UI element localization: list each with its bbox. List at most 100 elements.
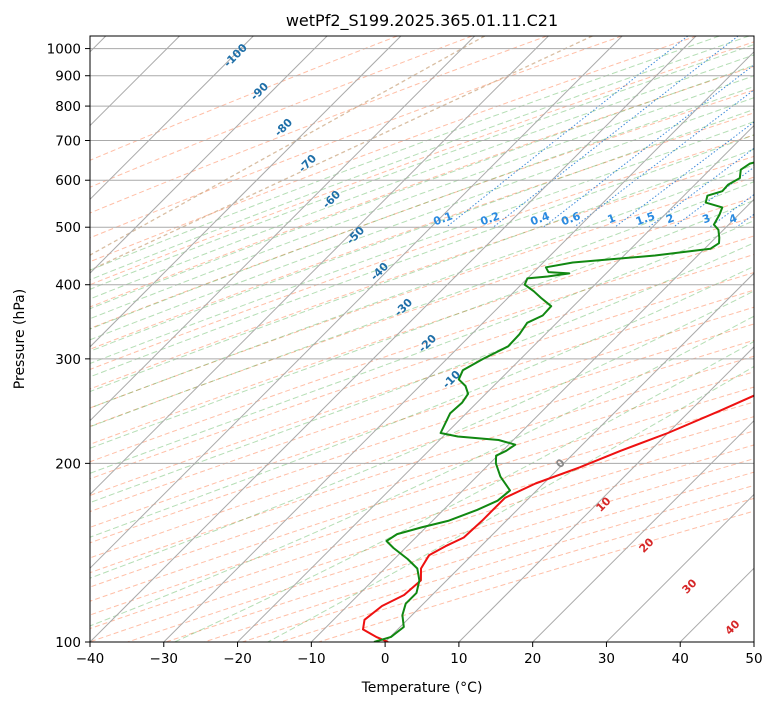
sounding-series (362, 161, 754, 642)
y-axis-label: Pressure (hPa) (12, 289, 28, 389)
mixing-ratio-label: 2 (664, 212, 676, 227)
dry-adiabat (90, 89, 754, 329)
dry-adiabat (280, 497, 754, 642)
reference-curve (90, 36, 593, 271)
x-tick-label: 0 (381, 651, 390, 667)
moist-adiabat (90, 199, 754, 449)
dry-adiabat (127, 444, 754, 642)
dry-adiabat (90, 289, 754, 513)
dry-adiabat-label: -60 (320, 188, 343, 211)
dry-adiabat-label: -30 (392, 296, 415, 319)
dry-adiabat (90, 112, 754, 350)
moist-adiabat (90, 86, 754, 330)
moist-adiabat-label: 10 (594, 494, 614, 514)
y-tick-label: 300 (55, 352, 81, 368)
mixing-ratio-label: 0.1 (432, 209, 455, 228)
mixing-ratio-line (573, 89, 754, 228)
moist-adiabat (90, 36, 720, 271)
mixing-ratio-label: 0.2 (479, 209, 502, 228)
dry-adiabat (90, 41, 754, 286)
moist-adiabat (90, 220, 754, 474)
x-tick-label: 40 (672, 651, 689, 667)
dry-adiabat (90, 416, 754, 630)
x-tick-label: −20 (223, 651, 252, 667)
isotherm (458, 346, 754, 642)
dry-adiabat (90, 371, 754, 588)
isotherm (90, 36, 697, 642)
chart-title: wetPf2_S199.2025.365.01.11.C21 (286, 11, 558, 31)
y-tick-label: 1000 (47, 42, 81, 58)
moist-adiabat (90, 315, 754, 627)
mixing-ratio-label: 1 (606, 212, 618, 227)
dry-adiabat (165, 458, 754, 642)
dry-adiabat (90, 155, 754, 390)
dry-adiabat-label: -20 (416, 332, 439, 355)
moist-adiabat (90, 36, 750, 281)
mixing-ratio-label: 1.5 (634, 209, 657, 228)
moist-adiabat (90, 54, 754, 300)
y-tick-label: 400 (55, 278, 81, 294)
dry-adiabat-label: -80 (272, 116, 295, 139)
isotherm (90, 36, 549, 496)
moist-adiabat (90, 44, 754, 290)
isotherm (90, 36, 254, 201)
temperature-line (362, 394, 754, 642)
dry-adiabat (90, 339, 754, 559)
moist-adiabat-label: 20 (637, 535, 657, 555)
moist-adiabat (90, 97, 754, 341)
x-axis: −40 −30 −20 −10 0 10 20 30 40 50 (76, 642, 763, 667)
isotherm (606, 493, 754, 642)
isotherm (163, 51, 754, 642)
x-tick-label: 50 (745, 651, 762, 667)
dewpoint-line (373, 161, 754, 642)
x-tick-label: −40 (76, 651, 105, 667)
dry-adiabat (90, 36, 697, 263)
moist-adiabat (90, 290, 754, 579)
x-tick-label: 20 (524, 651, 541, 667)
y-tick-label: 500 (55, 220, 81, 236)
x-axis-label: Temperature (°C) (361, 680, 483, 696)
x-tick-label: −10 (297, 651, 326, 667)
isotherm (753, 641, 754, 642)
mixing-ratio-label: 0.4 (529, 209, 552, 228)
dry-adiabat-label: -90 (248, 80, 271, 103)
y-axis: 100 200 300 400 500 600 700 800 900 1000 (47, 42, 90, 651)
dry-adiabat-label: -70 (296, 152, 319, 175)
mixing-ratio-label: 3 (701, 212, 713, 227)
y-tick-label: 800 (55, 99, 81, 115)
x-tick-label: 10 (450, 651, 467, 667)
x-tick-label: −30 (150, 651, 179, 667)
plot-frame (89, 35, 755, 643)
dry-adiabat (90, 386, 754, 602)
mixing-ratio-line (648, 147, 754, 228)
isotherm (90, 36, 328, 274)
moist-adiabat (90, 181, 754, 428)
y-tick-label: 200 (55, 456, 81, 472)
mixing-ratio-label: 6 (766, 211, 775, 226)
dry-adiabat (242, 484, 754, 642)
reference-curve (90, 36, 486, 256)
x-tick-label: 30 (598, 651, 615, 667)
isotherm (90, 36, 623, 569)
dry-adiabat (90, 36, 398, 161)
moist-adiabat (267, 365, 754, 642)
isotherm (90, 36, 476, 422)
moist-adiabat-label: 30 (680, 576, 700, 596)
isotherm (237, 124, 754, 642)
y-tick-label: 100 (55, 635, 81, 651)
dry-adiabat (90, 134, 754, 370)
plot-area (90, 36, 754, 642)
moist-adiabat-label: 40 (723, 617, 743, 637)
dry-adiabat (90, 196, 754, 427)
dry-adiabat-label: -100 (221, 41, 250, 70)
dry-adiabat (90, 355, 754, 574)
dry-adiabat (318, 510, 754, 642)
isotherm (310, 198, 754, 642)
mixing-ratio-line (492, 36, 739, 228)
moist-adiabat (90, 64, 754, 310)
isotherm (532, 419, 754, 642)
moist-adiabat (90, 148, 754, 393)
mixing-ratio-label: 4 (727, 211, 739, 226)
moist-adiabat (174, 340, 754, 642)
